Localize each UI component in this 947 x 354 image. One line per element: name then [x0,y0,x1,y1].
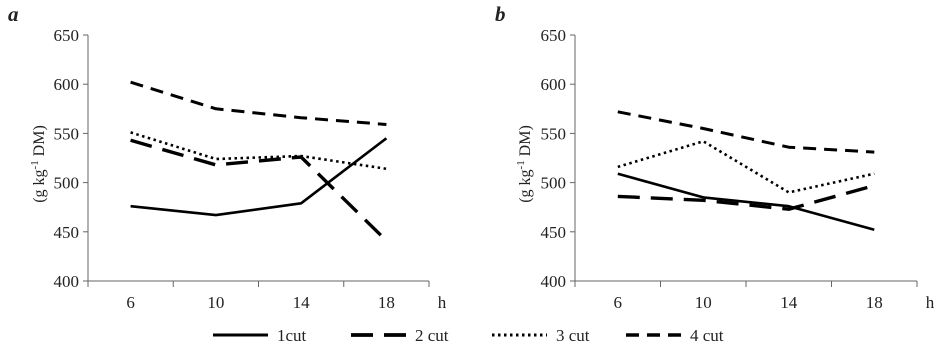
legend-label-4: 4 cut [690,326,724,345]
panel-b-series-line-2 [617,183,875,211]
panel-b-y-tick-label: 450 [541,223,567,242]
panel-a-letter: a [8,2,19,26]
panel-a-series-line-2 [130,138,388,242]
panel-a-series-line-3 [130,131,387,171]
panel-a-y-tick-label: 400 [54,272,80,291]
panel-b-y-tick-label: 500 [541,174,567,193]
panel-b-y-tick-label: 650 [541,26,567,45]
panel-b-series-line-1 [617,172,875,232]
panel-b-x-tick-label: 10 [695,293,712,312]
panel-a-x-tick-label: 14 [293,293,311,312]
panel-b-y-axis-label: (g kg-1 DM) [515,125,534,203]
panel-b-x-axis-label: h [926,293,935,312]
panel-b-series-line-4 [617,110,875,154]
panel-a-series-line-4 [130,80,387,126]
panel-a-y-tick-label: 500 [54,174,80,193]
panel-a-x-axis-label: h [438,293,447,312]
panel-b-x-tick-label: 14 [780,293,798,312]
panel-a-x-tick-label: 6 [126,293,135,312]
legend-label-2: 2 cut [415,326,449,345]
legend-label-3: 3 cut [556,326,590,345]
panel-b-x-tick-label: 6 [614,293,623,312]
panel-a-y-tick-label: 450 [54,223,80,242]
panel-b-y-tick-label: 600 [541,75,567,94]
legend-label-1: 1cut [277,326,307,345]
panel-a-y-tick-label: 650 [54,26,80,45]
panel-b-letter: b [495,2,506,26]
panel-b-series-line-3 [617,140,875,194]
panel-b-x-tick-label: 18 [866,293,883,312]
panel-a-series-line-1 [130,137,388,217]
panel-b-y-tick-label: 550 [541,124,567,143]
panel-a-y-tick-label: 600 [54,75,80,94]
panel-a-x-tick-label: 10 [207,293,224,312]
panel-a-y-axis-label: (g kg-1 DM) [29,125,48,203]
panel-a-y-tick-label: 550 [54,124,80,143]
panel-a-x-tick-label: 18 [378,293,395,312]
panel-b-y-tick-label: 400 [541,272,567,291]
